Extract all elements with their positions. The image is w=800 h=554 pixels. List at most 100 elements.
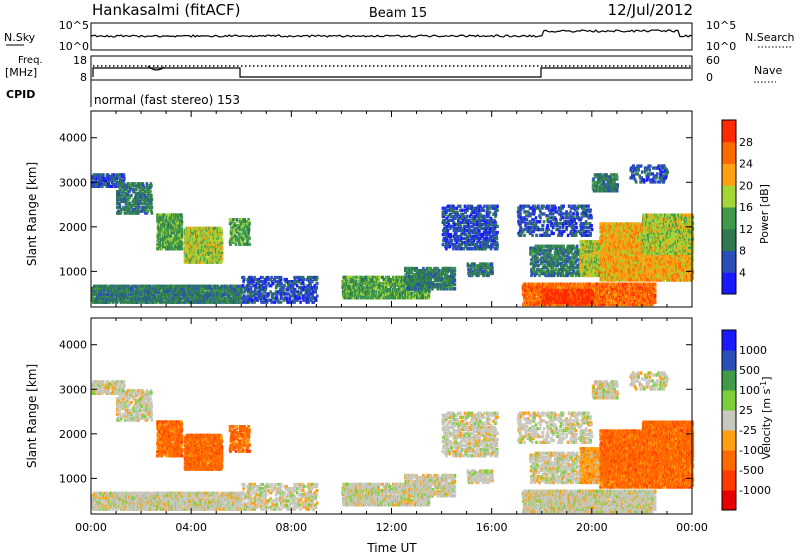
heatmap-cell (214, 236, 217, 240)
heatmap-cell (291, 282, 295, 286)
heatmap-cell (220, 228, 223, 233)
heatmap-cell (287, 300, 290, 304)
heatmap-cell (233, 228, 236, 232)
heatmap-cell (106, 177, 110, 181)
heatmap-cell (237, 290, 241, 294)
heatmap-cell (198, 232, 201, 236)
heatmap-cell (256, 298, 259, 302)
heatmap-cell (276, 298, 280, 302)
heatmap-cell (258, 288, 261, 292)
heatmap-cell (110, 288, 114, 292)
heatmap-cell (231, 228, 234, 232)
heatmap-cell (148, 184, 152, 188)
heatmap-cell (253, 300, 256, 304)
heatmap-cell (225, 298, 229, 302)
heatmap-cell (161, 296, 164, 300)
heatmap-cell (217, 228, 221, 233)
heatmap-cell (94, 179, 98, 183)
heatmap-cell (145, 186, 148, 190)
heatmap-cell (129, 296, 132, 300)
heatmap-cell (176, 296, 179, 300)
heatmap-cell (216, 238, 220, 242)
heatmap-cell (138, 284, 142, 288)
heatmap-cell (206, 292, 210, 296)
heatmap-cell (139, 286, 142, 290)
heatmap-cell (196, 228, 200, 233)
heatmap-cell (303, 296, 306, 300)
heatmap-cell (214, 242, 217, 246)
heatmap-cell (147, 186, 150, 190)
heatmap-cell (199, 290, 203, 294)
heatmap-cell (242, 220, 245, 224)
heatmap-cell (263, 290, 266, 294)
heatmap-cell (248, 222, 251, 226)
heatmap-cell (278, 288, 282, 292)
heatmap-cell (206, 300, 210, 304)
heatmap-cell (101, 284, 105, 288)
heatmap-cell (212, 256, 215, 260)
heatmap-cell (131, 203, 135, 207)
heatmap-cell (291, 284, 295, 288)
heatmap-cell (196, 254, 200, 258)
heatmap-cell (180, 288, 183, 292)
heatmap-cell (126, 294, 129, 298)
nsky-trace (90, 29, 693, 38)
heatmap-cell (301, 282, 305, 286)
heatmap-cell (242, 298, 245, 302)
heatmap-cell (147, 296, 151, 300)
heatmap-cell (116, 173, 119, 177)
heatmap-cell (265, 300, 269, 304)
heatmap-cell (149, 203, 152, 207)
heatmap-cell (114, 298, 117, 302)
heatmap-cell (167, 231, 171, 235)
heatmap-cell (132, 190, 136, 194)
heatmap-cell (240, 290, 244, 294)
heatmap-cell (198, 258, 202, 262)
heatmap-cell (233, 224, 237, 228)
heatmap-cell (180, 233, 184, 237)
heatmap-cell (219, 260, 223, 264)
heatmap-cell (163, 221, 166, 225)
heatmap-cell (224, 296, 227, 300)
heatmap-cell (279, 277, 283, 282)
heatmap-cell (161, 284, 164, 288)
heatmap-cell (239, 234, 242, 238)
heatmap-cell (129, 186, 133, 190)
heatmap-cell (107, 179, 110, 183)
heatmap-cell (169, 288, 172, 292)
heatmap-cell (256, 280, 259, 284)
heatmap-cell (145, 205, 149, 209)
heatmap-cell (229, 236, 233, 240)
heatmap-cell (209, 292, 212, 296)
heatmap-cell (177, 223, 180, 227)
heatmap-cell (195, 290, 198, 294)
heatmap-cell (231, 236, 234, 240)
heatmap-cell (299, 300, 302, 304)
heatmap-cell (169, 243, 173, 247)
heatmap-cell (149, 195, 153, 200)
heatmap-cell (126, 192, 129, 196)
heatmap-cell (188, 288, 191, 292)
heatmap-cell (240, 220, 244, 224)
heatmap-cell (247, 284, 251, 288)
heatmap-cell (217, 226, 221, 231)
heatmap-cell (231, 238, 234, 242)
heatmap-cell (290, 290, 294, 294)
heatmap-cell (297, 294, 300, 298)
heatmap-cell (92, 288, 96, 292)
heatmap-cell (315, 294, 319, 298)
heatmap-cell (177, 241, 181, 245)
heatmap-cell (157, 237, 161, 241)
heatmap-cell (99, 290, 102, 294)
heatmap-cell (244, 236, 247, 240)
heatmap-cell (411, 266, 415, 271)
heatmap-cell (234, 234, 237, 238)
heatmap-cell (126, 186, 129, 190)
heatmap-cell (213, 260, 216, 264)
heatmap-cell (108, 286, 111, 290)
heatmap-cell (163, 233, 166, 237)
heatmap-cell (157, 235, 161, 239)
heatmap-cell (106, 184, 110, 188)
heatmap-cell (263, 286, 266, 290)
heatmap-cell (243, 290, 246, 294)
